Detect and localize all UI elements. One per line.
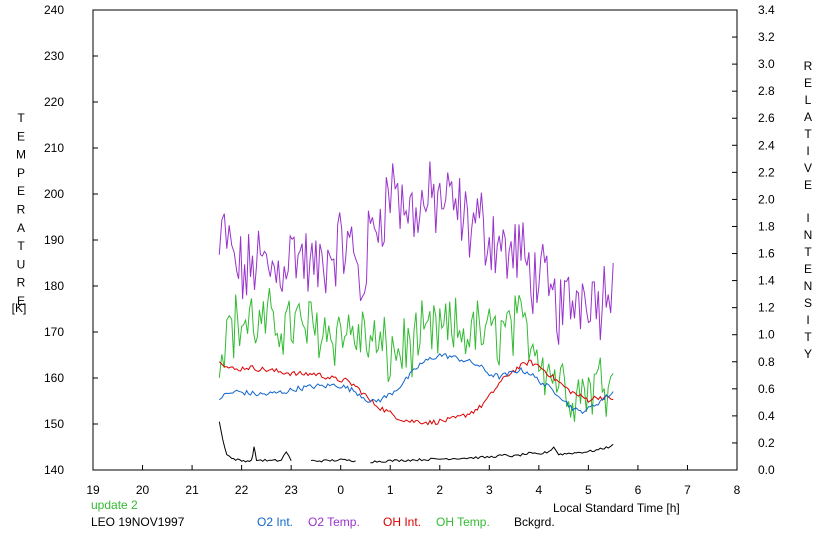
right-axis-label-letter: I <box>806 313 809 327</box>
left-axis-label-letter: R <box>17 203 26 217</box>
left-tick-label: 140 <box>44 463 64 477</box>
left-axis-label-letter: P <box>17 166 25 180</box>
right-axis-label-letter: L <box>805 93 812 107</box>
right-axis-label-letter: Y <box>804 347 812 361</box>
series-line <box>218 359 614 426</box>
left-axis-label-letter: T <box>17 239 25 253</box>
right-axis-label-letter: T <box>804 330 812 344</box>
right-axis-label-letter: V <box>804 161 812 175</box>
left-tick-label: 210 <box>44 141 64 155</box>
right-tick-label: 1.6 <box>758 247 775 261</box>
right-tick-label: 3.4 <box>758 3 775 17</box>
left-axis-label-letter: E <box>17 129 25 143</box>
right-tick-label: 0.2 <box>758 436 775 450</box>
right-axis-label-letter: T <box>804 127 812 141</box>
left-axis-ticks: 140 150 160 170 180 190 200 210 220 230 240 <box>44 3 98 477</box>
left-tick-label: 220 <box>44 95 64 109</box>
x-tick-label: 20 <box>136 483 150 497</box>
x-tick-label: 8 <box>734 483 741 497</box>
right-axis-label-letter: N <box>804 279 813 293</box>
legend-entry: OH Temp. <box>436 515 490 529</box>
left-axis-label-letter: E <box>17 294 25 308</box>
right-tick-label: 3.2 <box>758 30 775 44</box>
right-axis-label-letter: A <box>804 110 812 124</box>
left-tick-label: 200 <box>44 187 64 201</box>
right-axis-label-letter: E <box>804 76 812 90</box>
x-tick-label: 23 <box>284 483 298 497</box>
right-tick-label: 0.6 <box>758 382 775 396</box>
right-axis-label-letter: T <box>804 245 812 259</box>
legend: O2 Int. O2 Temp. OH Int. OH Temp. Bckgrd. <box>257 515 555 529</box>
left-axis-label-letter: M <box>16 148 26 162</box>
status-text: update 2 <box>91 498 138 512</box>
right-tick-label: 0.4 <box>758 409 775 423</box>
right-axis-label-letter: N <box>804 228 813 242</box>
legend-entry: Bckgrd. <box>514 515 555 529</box>
left-tick-label: 160 <box>44 371 64 385</box>
right-axis-label-letter: E <box>804 178 812 192</box>
right-tick-label: 1.0 <box>758 328 775 342</box>
left-tick-label: 170 <box>44 325 64 339</box>
right-tick-label: 2.6 <box>758 111 775 125</box>
x-tick-label: 21 <box>185 483 199 497</box>
left-axis-label-letter: R <box>17 276 26 290</box>
right-tick-label: 2.4 <box>758 138 775 152</box>
x-tick-label: 5 <box>585 483 592 497</box>
series-line <box>218 161 614 345</box>
right-axis-label-letter: I <box>806 211 809 225</box>
right-tick-label: 0.8 <box>758 355 775 369</box>
plot-area <box>92 9 738 471</box>
left-axis-label-letter: E <box>17 184 25 198</box>
right-tick-label: 1.2 <box>758 301 775 315</box>
x-axis-ticks: 19 20 21 22 23 0 1 2 3 4 5 6 7 8 <box>86 465 741 497</box>
right-tick-label: 3.0 <box>758 57 775 71</box>
right-tick-label: 2.0 <box>758 192 775 206</box>
legend-entry: O2 Int. <box>257 515 293 529</box>
x-tick-label: 6 <box>635 483 642 497</box>
left-tick-label: 180 <box>44 279 64 293</box>
left-axis-label-letter: A <box>17 221 25 235</box>
x-tick-label: 0 <box>337 483 344 497</box>
series-line <box>370 443 614 464</box>
left-axis-unit: [K] <box>12 301 27 315</box>
right-axis-ticks: 0.0 0.2 0.4 0.6 0.8 1.0 1.2 1.4 1.6 1.8 2.0 2.2 2.4 2… <box>732 3 775 477</box>
series-line <box>310 458 356 463</box>
right-axis-label-letter: E <box>804 262 812 276</box>
legend-entry: OH Int. <box>383 515 421 529</box>
right-tick-label: 1.8 <box>758 219 775 233</box>
right-tick-label: 1.4 <box>758 274 775 288</box>
right-tick-label: 2.2 <box>758 165 775 179</box>
right-axis-label-letter: R <box>804 59 813 73</box>
left-tick-label: 150 <box>44 417 64 431</box>
site-date-label: LEO 19NOV1997 <box>91 515 185 529</box>
left-tick-label: 230 <box>44 49 64 63</box>
series-line <box>218 421 292 463</box>
plot-border <box>92 9 738 471</box>
series-line <box>218 287 614 422</box>
x-tick-label: 4 <box>536 483 543 497</box>
series-lines <box>218 161 614 464</box>
left-axis-label-letter: U <box>17 257 26 271</box>
right-axis-label-letter: I <box>806 144 809 158</box>
x-tick-label: 1 <box>387 483 394 497</box>
x-tick-label: 19 <box>86 483 100 497</box>
right-tick-label: 2.8 <box>758 84 775 98</box>
left-tick-label: 190 <box>44 233 64 247</box>
left-axis-label-letter: T <box>17 111 25 125</box>
x-tick-label: 3 <box>486 483 493 497</box>
right-tick-label: 0.0 <box>758 463 775 477</box>
x-tick-label: 22 <box>235 483 249 497</box>
series-line <box>219 353 614 415</box>
legend-entry: O2 Temp. <box>308 515 360 529</box>
right-axis-label-letter: S <box>804 296 812 310</box>
x-tick-label: 2 <box>436 483 443 497</box>
left-tick-label: 240 <box>44 3 64 17</box>
x-axis-label: Local Standard Time [h] <box>553 501 680 515</box>
x-tick-label: 7 <box>684 483 691 497</box>
